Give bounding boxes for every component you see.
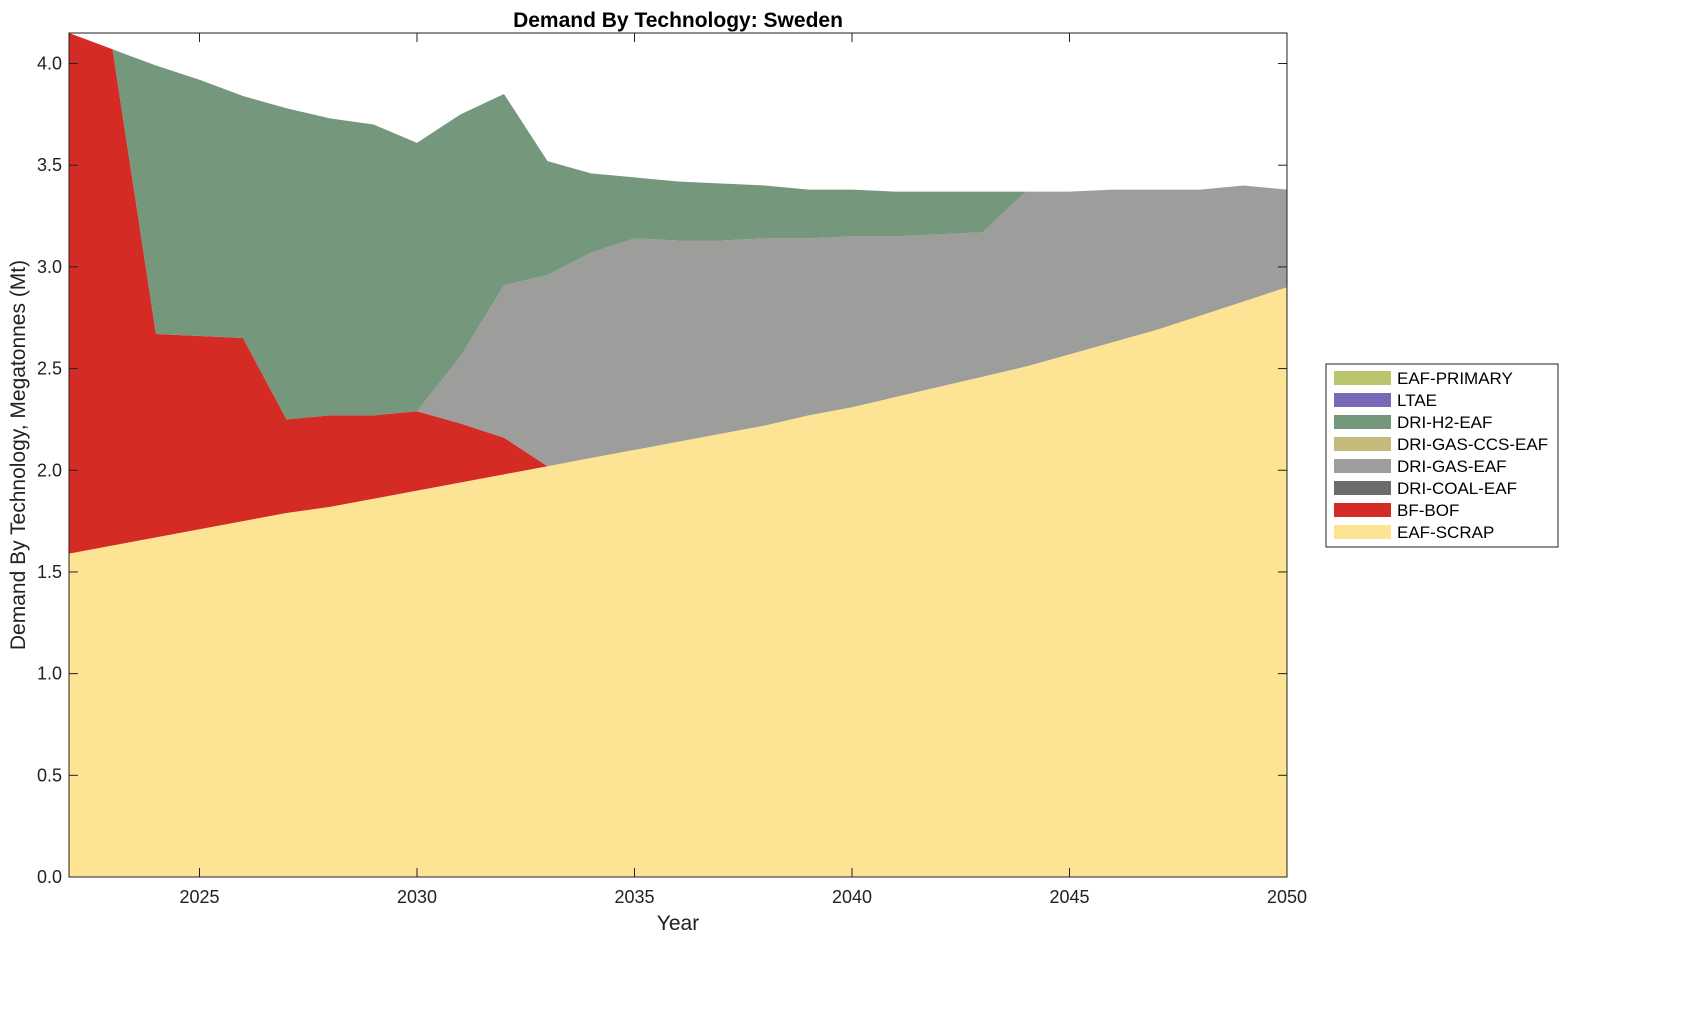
y-tick-label: 4.0 (37, 54, 62, 74)
y-axis-title: Demand By Technology, Megatonnes (Mt) (7, 260, 30, 650)
y-tick-label: 1.0 (37, 664, 62, 684)
area-dri-h2-eaf (69, 33, 1287, 420)
y-tick-label: 2.0 (37, 460, 62, 480)
y-tick-label: 2.5 (37, 359, 62, 379)
y-tick-label: 1.5 (37, 562, 62, 582)
legend-label-eaf-scrap: EAF-SCRAP (1397, 523, 1494, 542)
plot-frame (68, 32, 1288, 878)
y-tick-label: 0.5 (37, 765, 62, 785)
x-tick-label: 2035 (614, 887, 654, 907)
legend-label-dri-gas-ccs-eaf: DRI-GAS-CCS-EAF (1397, 435, 1548, 454)
legend-swatch-bf-bof (1334, 503, 1391, 517)
legend-swatch-dri-coal-eaf (1334, 481, 1391, 495)
chart-title: Demand By Technology: Sweden (513, 9, 843, 32)
legend-swatch-eaf-primary (1334, 371, 1391, 385)
x-tick-label: 2025 (179, 887, 219, 907)
legend-label-dri-gas-eaf: DRI-GAS-EAF (1397, 457, 1507, 476)
legend-swatch-eaf-scrap (1334, 525, 1391, 539)
x-tick-label: 2030 (397, 887, 437, 907)
legend-swatch-dri-gas-eaf (1334, 459, 1391, 473)
y-tick-label: 0.0 (37, 867, 62, 887)
y-tick-label: 3.0 (37, 257, 62, 277)
legend: EAF-PRIMARY LTAE DRI-H2-EAF DRI-GAS-CCS-EAF… (1325, 363, 1559, 548)
x-axis: 2025 2030 2035 2040 2045 2050 (179, 33, 1307, 907)
legend-swatch-ltae (1334, 393, 1391, 407)
legend-label-ltae: LTAE (1397, 391, 1437, 410)
y-tick-label: 3.5 (37, 155, 62, 175)
legend-label-eaf-primary: EAF-PRIMARY (1397, 369, 1513, 388)
legend-label-dri-h2-eaf: DRI-H2-EAF (1397, 413, 1492, 432)
legend-swatch-dri-h2-eaf (1334, 415, 1391, 429)
x-tick-label: 2050 (1267, 887, 1307, 907)
area-dri-gas-eaf (69, 33, 1287, 467)
legend-swatch-dri-gas-ccs-eaf (1334, 437, 1391, 451)
x-tick-label: 2045 (1049, 887, 1089, 907)
area-bf-bof (69, 33, 1287, 554)
area-layers (69, 33, 1287, 878)
legend-label-bf-bof: BF-BOF (1397, 501, 1459, 520)
y-axis: 0.0 0.5 1.0 1.5 2.0 2.5 3.0 3.5 4.0 (37, 54, 1287, 887)
x-tick-label: 2040 (832, 887, 872, 907)
legend-label-dri-coal-eaf: DRI-COAL-EAF (1397, 479, 1517, 498)
area-eaf-scrap (69, 287, 1287, 878)
x-axis-title: Year (657, 912, 699, 935)
